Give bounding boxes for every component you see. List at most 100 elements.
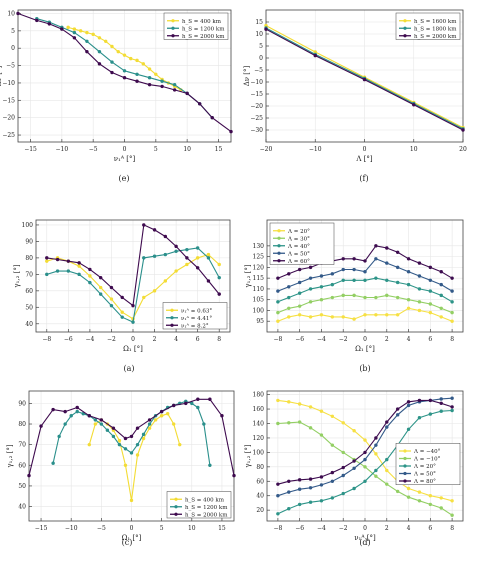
data-point — [147, 426, 152, 430]
data-point — [72, 27, 77, 31]
data-point — [185, 256, 189, 260]
x-axis-label: Ω₁ [°] — [355, 345, 375, 353]
data-point — [341, 491, 345, 496]
data-point — [98, 292, 103, 296]
legend-marker — [403, 34, 407, 38]
data-point — [35, 18, 39, 23]
legend-entry: Λ = −40° — [413, 449, 441, 455]
x-tick-label: 2 — [153, 336, 157, 343]
x-tick-label: −4 — [317, 336, 326, 343]
x-axis-label: ν₁ᴬ [°] — [114, 155, 136, 163]
y-tick-label: −5 — [6, 63, 15, 70]
data-point — [308, 276, 313, 280]
data-point — [142, 256, 146, 260]
data-point — [395, 313, 400, 317]
series-4 — [276, 396, 454, 498]
data-point — [450, 396, 454, 400]
data-point — [417, 261, 422, 265]
data-point — [308, 426, 313, 430]
series-1 — [66, 25, 183, 92]
x-tick-label: −2 — [107, 336, 116, 343]
x-tick-label: −15 — [24, 146, 37, 153]
data-point — [363, 457, 367, 462]
data-point — [97, 36, 102, 40]
data-point — [174, 269, 178, 273]
data-point — [428, 502, 433, 507]
data-point — [352, 317, 356, 321]
legend-entry: h_S = 1200 km — [185, 505, 228, 511]
data-point — [352, 466, 356, 470]
data-point — [135, 426, 140, 430]
data-point — [160, 79, 164, 83]
data-point — [385, 246, 389, 250]
y-tick-label: 100 — [22, 222, 34, 229]
x-tick-label: 6 — [428, 336, 432, 343]
legend-entry: h_S = 1800 km — [414, 26, 457, 32]
data-point — [276, 512, 280, 516]
data-point — [45, 259, 49, 263]
data-point — [450, 300, 454, 304]
data-point — [141, 436, 146, 441]
data-point — [341, 473, 345, 478]
data-point — [104, 39, 108, 43]
x-tick-label: −10 — [65, 525, 78, 532]
data-point — [308, 486, 313, 490]
plot-frame — [266, 390, 464, 522]
data-point — [152, 289, 157, 293]
data-point — [450, 408, 454, 413]
data-point — [406, 269, 411, 274]
data-point — [93, 418, 98, 422]
legend-marker — [277, 229, 281, 233]
data-point — [406, 306, 411, 311]
data-point — [439, 506, 443, 510]
data-point — [153, 418, 158, 422]
data-point — [131, 303, 135, 308]
x-tick-label: 10 — [188, 525, 196, 532]
data-point — [276, 319, 280, 323]
data-point — [319, 433, 324, 437]
x-tick-label: −5 — [97, 525, 106, 532]
data-point — [439, 282, 443, 287]
legend-entry: h_S = 2000 km — [414, 34, 457, 40]
data-point — [217, 292, 221, 296]
chart-a: −8 −6 −4 −2 0 2 4 6 8 40 50 60 70 80 90 100 Ω₁ [°] γ₁,₂ [… — [13, 219, 231, 373]
data-point — [63, 422, 67, 426]
data-point — [428, 412, 433, 416]
y-tick-label: −20 — [2, 115, 15, 122]
data-point — [109, 285, 114, 290]
legend-entry: Λ = 20° — [287, 229, 310, 235]
data-point — [374, 244, 378, 248]
y-tick-label: 160 — [253, 406, 265, 413]
data-point — [141, 62, 145, 66]
data-point — [129, 451, 134, 455]
data-point — [287, 400, 291, 404]
y-tick-label: 15 — [255, 19, 263, 26]
legend: ν₁ᴬ = 0.63°ν₁ᴬ = 4.41°ν₁ᴬ = 8.2° — [162, 302, 228, 330]
data-point — [308, 287, 313, 291]
chart-f: −20 −10 0 10 20 15 10 5 0 −5 −10 −15 −20 −25 −30 Λ [°] Δ… — [243, 9, 467, 183]
data-point — [77, 264, 81, 268]
legend-box — [162, 302, 228, 330]
y-tick-label: 110 — [253, 286, 265, 293]
data-point — [341, 421, 345, 425]
data-point — [417, 416, 422, 420]
data-point — [63, 409, 67, 414]
data-point — [276, 482, 280, 486]
data-point — [99, 422, 104, 426]
data-point — [385, 482, 389, 486]
plot-frame — [35, 219, 231, 333]
y-tick-label: 125 — [253, 254, 265, 261]
data-point — [385, 278, 389, 283]
data-point — [135, 58, 139, 63]
data-point — [110, 44, 114, 49]
y-tick-label: 130 — [253, 243, 265, 250]
data-point — [88, 267, 92, 272]
data-point — [165, 411, 170, 416]
data-point — [109, 297, 114, 301]
data-point — [208, 463, 212, 467]
data-point — [195, 266, 200, 270]
legend-box — [395, 443, 461, 485]
series-3 — [276, 408, 454, 516]
data-point — [362, 77, 367, 82]
data-point — [97, 49, 102, 54]
